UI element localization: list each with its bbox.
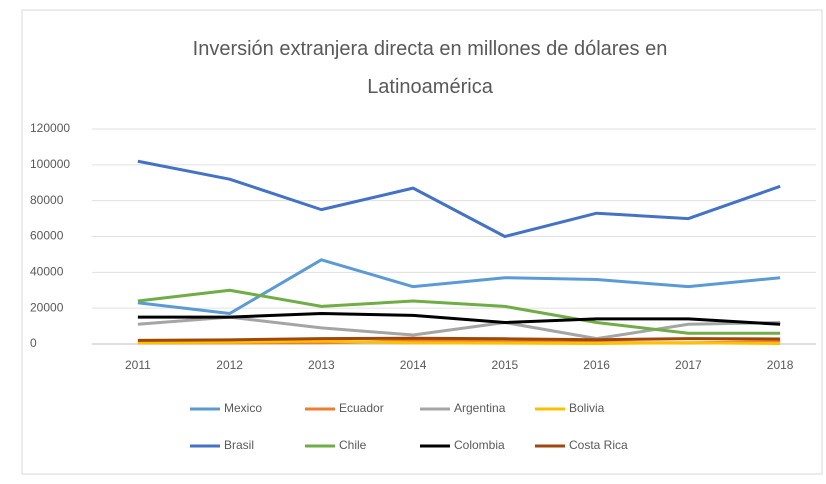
series-line [137, 315, 781, 341]
y-tick-label: 40000 [30, 265, 64, 279]
y-tick-label: 120000 [30, 121, 70, 135]
x-tick-label: 2018 [767, 358, 794, 372]
x-tick-label: 2014 [400, 358, 427, 372]
legend-label: Bolivia [569, 401, 605, 415]
legend-label: Costa Rica [569, 438, 628, 452]
x-tick-label: 2017 [675, 358, 702, 372]
y-tick-label: 60000 [30, 229, 64, 243]
y-tick-label: 100000 [30, 157, 70, 171]
x-tick-label: 2013 [308, 358, 335, 372]
legend-label: Chile [339, 438, 367, 452]
x-tick-label: 2015 [492, 358, 519, 372]
chart-frame [21, 9, 823, 475]
x-tick-label: 2012 [216, 358, 243, 372]
series-line [137, 159, 781, 238]
series-line [137, 312, 781, 326]
y-tick-label: 20000 [30, 300, 64, 314]
x-tick-label: 2011 [125, 358, 151, 372]
series-line [137, 288, 781, 335]
series-line [137, 336, 781, 342]
x-tick-label: 2016 [583, 358, 610, 372]
y-tick-label: 80000 [30, 193, 64, 207]
series-line [137, 339, 781, 345]
y-tick-label: 0 [30, 336, 37, 350]
legend-label: Argentina [454, 401, 506, 415]
legend-label: Ecuador [339, 401, 384, 415]
legend-label: Mexico [224, 401, 262, 415]
legend-label: Colombia [454, 438, 505, 452]
chart-title: Inversión extranjera directa en millones… [193, 38, 668, 98]
series-line [137, 258, 781, 316]
legend-label: Brasil [224, 438, 254, 452]
